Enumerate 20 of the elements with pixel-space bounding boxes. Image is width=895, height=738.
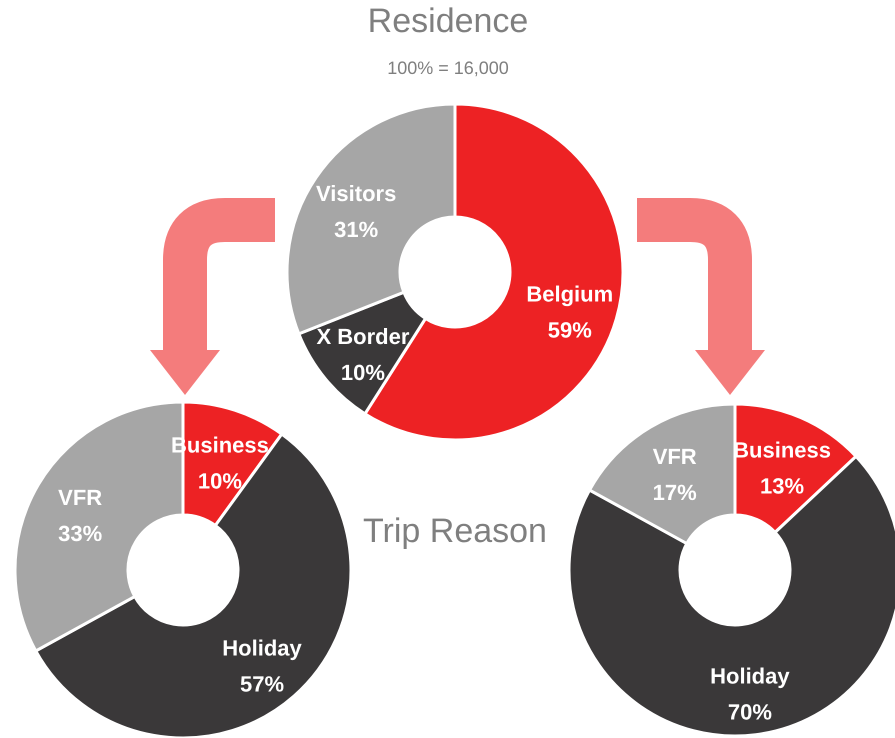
data-label: 17% (652, 480, 697, 505)
data-label: 33% (58, 521, 102, 546)
data-label: 10% (198, 468, 242, 494)
slice-label: Business (733, 437, 831, 462)
data-label: 13% (760, 473, 804, 498)
data-label: 31% (334, 216, 378, 242)
chart-title: Residence (368, 2, 528, 40)
slice-label: Holiday (222, 636, 303, 661)
data-label: 57% (240, 672, 284, 697)
data-label: 59% (548, 317, 592, 342)
chart-subtitle: 100% = 16,000 (387, 58, 509, 78)
text: Trip Reason (363, 512, 547, 550)
data-label: 70% (728, 700, 772, 725)
slice-label: Holiday (710, 664, 790, 689)
slice-label: VFR (652, 444, 697, 469)
slice-label: X Border (316, 324, 410, 350)
slice-label: Belgium (526, 281, 614, 306)
data-label: 10% (340, 360, 385, 386)
slice-label: Visitors (316, 180, 396, 206)
slice-label: VFR (58, 485, 102, 510)
